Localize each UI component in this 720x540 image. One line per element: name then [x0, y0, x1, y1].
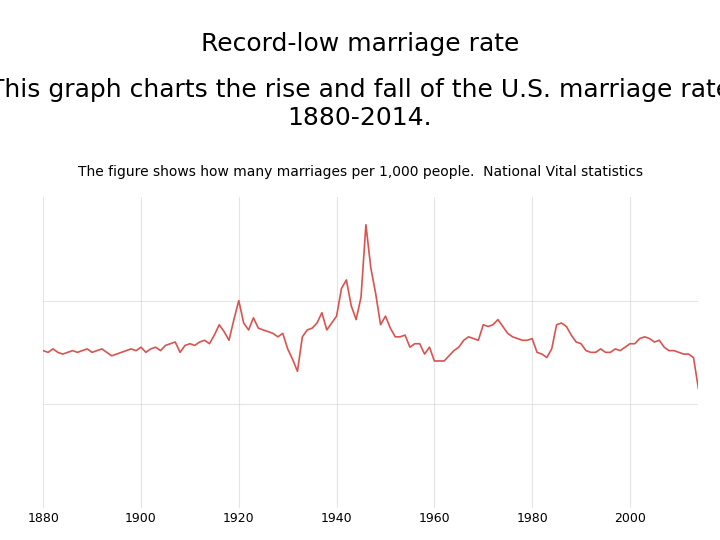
- Text: The figure shows how many marriages per 1,000 people.  National Vital statistics: The figure shows how many marriages per …: [78, 165, 642, 179]
- Text: This graph charts the rise and fall of the U.S. marriage rate
1880-2014.: This graph charts the rise and fall of t…: [0, 78, 720, 130]
- Text: Record-low marriage rate: Record-low marriage rate: [201, 32, 519, 56]
